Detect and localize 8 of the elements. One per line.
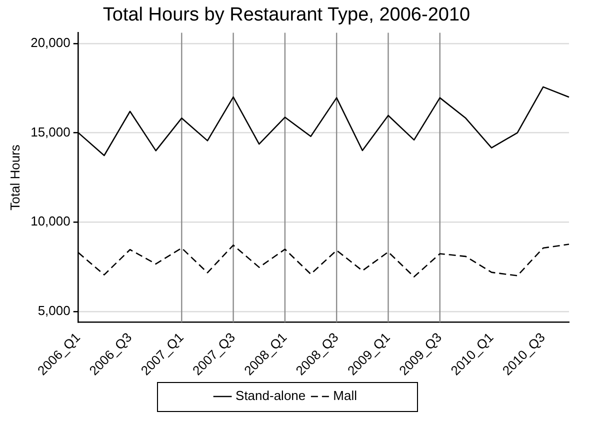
legend-label: Stand-alone — [236, 388, 306, 404]
y-tick-label: 15,000 — [30, 124, 70, 140]
y-tick-label: 20,000 — [30, 35, 70, 50]
y-tick-label: 5,000 — [38, 303, 70, 318]
y-axis-title: Total Hours — [7, 144, 22, 210]
legend-label: Mall — [333, 388, 358, 404]
y-tick-label: 10,000 — [30, 214, 70, 229]
chart-title: Total Hours by Restaurant Type, 2006-2010 — [102, 4, 470, 26]
